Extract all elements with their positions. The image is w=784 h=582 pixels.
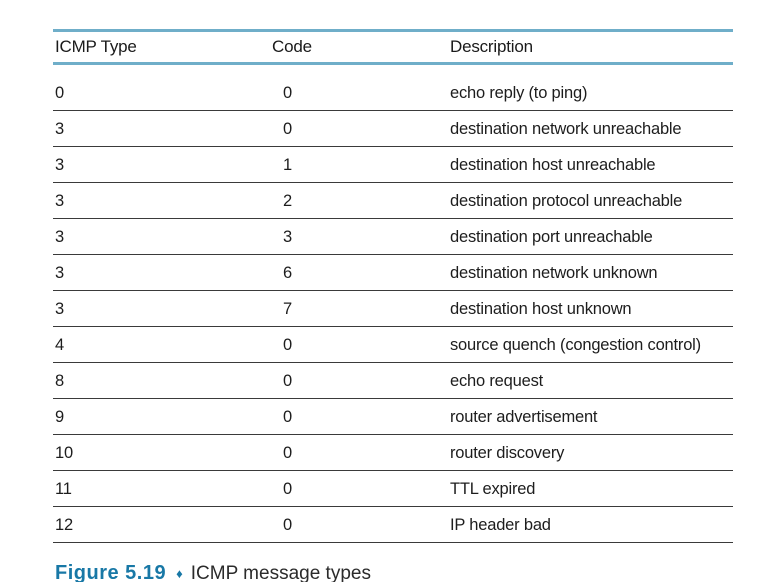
icmp-type-cell: 3	[55, 227, 64, 246]
figure-caption: Figure 5.19 ♦ ICMP message types	[53, 562, 733, 582]
table-row: 11 0 TTL expired	[53, 471, 733, 507]
code-cell: 3	[283, 227, 292, 246]
table-row: 3 6 destination network unknown	[53, 255, 733, 291]
table-row: 12 0 IP header bad	[53, 507, 733, 543]
code-cell: 2	[283, 191, 292, 210]
figure-label: Figure 5.19	[55, 562, 167, 582]
table-row: 3 0 destination network unreachable	[53, 111, 733, 147]
icmp-type-cell: 10	[55, 443, 73, 462]
description-cell: source quench (congestion control)	[450, 335, 701, 354]
table-row: 3 3 destination port unreachable	[53, 219, 733, 255]
icmp-type-cell: 0	[55, 84, 64, 102]
header-description: Description	[450, 37, 533, 56]
description-cell: destination host unreachable	[450, 155, 656, 174]
code-cell: 0	[283, 119, 292, 138]
table-header-row: ICMP Type Code Description	[53, 32, 733, 65]
table-row: 3 7 destination host unknown	[53, 291, 733, 327]
caption-text: ICMP message types	[190, 562, 371, 582]
header-code: Code	[272, 37, 312, 56]
icmp-type-cell: 3	[55, 155, 64, 174]
icmp-table: ICMP Type Code Description 0 0 echo reply …	[53, 29, 733, 543]
code-cell: 0	[283, 84, 292, 102]
icmp-type-cell: 11	[55, 479, 72, 498]
icmp-type-cell: 8	[55, 371, 64, 390]
description-cell: router advertisement	[450, 407, 598, 426]
table-row: 3 1 destination host unreachable	[53, 147, 733, 183]
code-cell: 0	[283, 479, 292, 498]
table-row: 9 0 router advertisement	[53, 399, 733, 435]
description-cell: destination protocol unreachable	[450, 191, 683, 210]
code-cell: 6	[283, 263, 292, 282]
table-body: 0 0 echo reply (to ping) 3 0 destination netw…	[53, 65, 733, 543]
icmp-type-cell: 4	[55, 335, 64, 354]
description-cell: echo request	[450, 371, 543, 390]
icmp-type-cell: 9	[55, 407, 64, 426]
description-cell: destination host unknown	[450, 299, 632, 318]
description-cell: IP header bad	[450, 515, 551, 534]
table-row: 3 2 destination protocol unreachable	[53, 183, 733, 219]
description-cell: TTL expired	[450, 479, 536, 498]
table-row: 0 0 echo reply (to ping)	[53, 65, 733, 111]
table-row: 8 0 echo request	[53, 363, 733, 399]
icmp-type-cell: 3	[55, 119, 64, 138]
table-row: 10 0 router discovery	[53, 435, 733, 471]
code-cell: 0	[283, 407, 292, 426]
diamond-icon: ♦	[176, 566, 183, 581]
description-cell: destination network unreachable	[450, 119, 682, 138]
table-row: 4 0 source quench (congestion control)	[53, 327, 733, 363]
icmp-type-cell: 12	[55, 515, 73, 534]
code-cell: 0	[283, 515, 292, 534]
code-cell: 0	[283, 443, 292, 462]
icmp-table-figure: ICMP Type Code Description 0 0 echo reply …	[53, 29, 733, 582]
description-cell: destination port unreachable	[450, 227, 653, 246]
description-cell: echo reply (to ping)	[450, 84, 588, 102]
code-cell: 0	[283, 335, 292, 354]
code-cell: 1	[283, 155, 292, 174]
header-icmp-type: ICMP Type	[55, 37, 137, 56]
icmp-type-cell: 3	[55, 263, 64, 282]
code-cell: 0	[283, 371, 292, 390]
description-cell: destination network unknown	[450, 263, 658, 282]
description-cell: router discovery	[450, 443, 565, 462]
code-cell: 7	[283, 299, 292, 318]
icmp-type-cell: 3	[55, 191, 64, 210]
icmp-type-cell: 3	[55, 299, 64, 318]
